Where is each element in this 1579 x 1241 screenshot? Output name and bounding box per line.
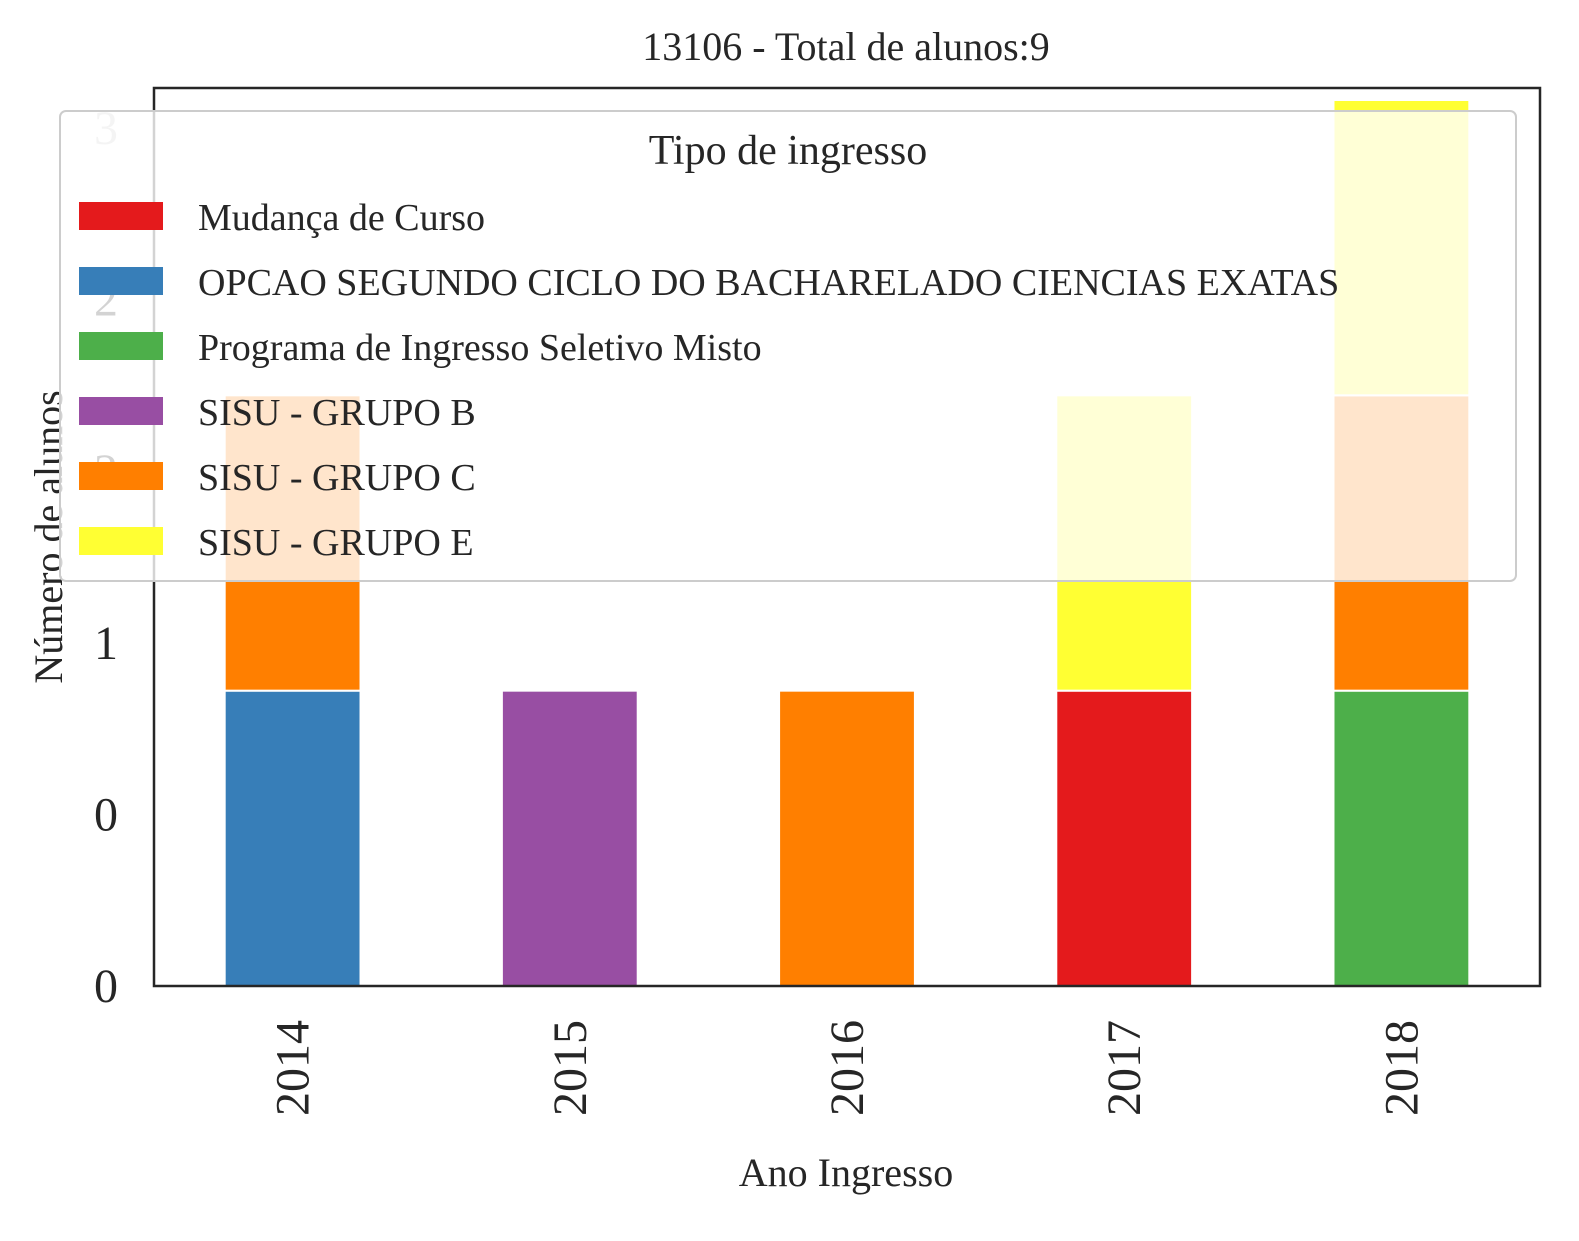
bar-2015-series-3 — [500, 689, 639, 988]
legend-swatch — [79, 202, 163, 230]
legend-label: OPCAO SEGUNDO CICLO DO BACHARELADO CIENC… — [198, 262, 1339, 304]
legend-label: SISU - GRUPO C — [198, 457, 476, 499]
x-tick-label-2014: 2014 — [267, 1020, 320, 1116]
legend-swatch — [79, 462, 163, 490]
x-axis-label: Ano Ingresso — [739, 1150, 953, 1195]
legend-swatch — [79, 527, 163, 555]
legend-box — [59, 110, 1517, 582]
y-tick-label: 0 — [94, 960, 118, 1013]
legend-label: SISU - GRUPO B — [198, 392, 476, 434]
chart-title: 13106 - Total de alunos:9 — [642, 24, 1050, 69]
x-tick-labels: 2014 2015 2016 2017 2018 — [267, 1020, 1429, 1116]
x-tick-label-2018: 2018 — [1375, 1020, 1428, 1116]
bar-2014-series-1 — [223, 689, 362, 988]
legend: Tipo de ingresso Mudança de Curso OPCAO S… — [59, 110, 1517, 582]
y-tick-label: 0 — [94, 788, 118, 841]
legend-label: Programa de Ingresso Seletivo Misto — [198, 327, 762, 369]
legend-swatch — [79, 267, 163, 295]
bar-2016-series-4 — [778, 689, 916, 988]
legend-label: SISU - GRUPO E — [198, 522, 474, 564]
x-tick-label-2017: 2017 — [1098, 1020, 1151, 1116]
bar-2017-series-0 — [1055, 689, 1194, 988]
x-tick-label-2015: 2015 — [544, 1020, 597, 1116]
y-tick-label: 1 — [94, 617, 118, 670]
legend-title: Tipo de ingresso — [649, 128, 927, 174]
legend-swatch — [79, 332, 163, 360]
legend-label: Mudança de Curso — [198, 197, 485, 239]
legend-entries: Mudança de Curso OPCAO SEGUNDO CICLO DO B… — [79, 197, 1339, 564]
x-tick-label-2016: 2016 — [821, 1020, 874, 1116]
bar-2018-series-2 — [1332, 689, 1471, 988]
legend-swatch — [79, 397, 163, 425]
